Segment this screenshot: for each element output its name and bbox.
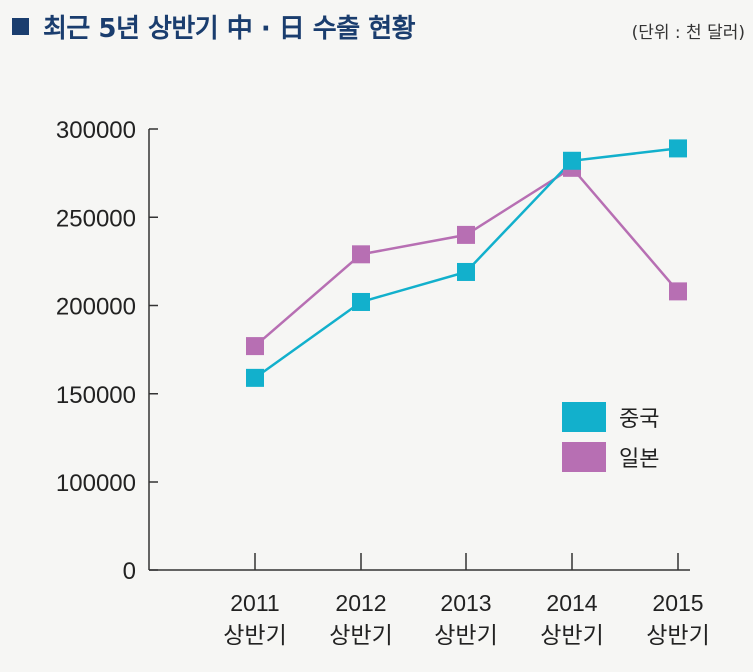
x-tick-label-half: 상반기 bbox=[434, 622, 497, 648]
y-tick-label: 200000 bbox=[56, 294, 136, 321]
data-point-china bbox=[246, 368, 264, 387]
legend-label: 중국 bbox=[619, 407, 659, 432]
x-tick-label-year: 2013 bbox=[440, 590, 491, 616]
data-point-china bbox=[669, 139, 687, 158]
chart-title: 최근 5년 상반기 中 · 日 수출 현황 bbox=[43, 14, 416, 44]
x-tick-label-year: 2011 bbox=[230, 590, 279, 616]
x-tick-label-half: 상반기 bbox=[540, 622, 603, 648]
y-tick-label: 0 bbox=[123, 558, 136, 585]
data-point-japan bbox=[246, 337, 264, 356]
series-line-japan bbox=[254, 166, 679, 348]
data-point-japan bbox=[457, 225, 475, 244]
data-point-china bbox=[563, 151, 581, 170]
y-tick-label: 300000 bbox=[56, 117, 136, 144]
legend-swatch bbox=[562, 442, 606, 472]
x-tick-label-year: 2015 bbox=[652, 590, 703, 616]
y-tick-label: 150000 bbox=[56, 382, 136, 409]
y-tick-label: 100000 bbox=[56, 470, 136, 497]
legend-label: 일본 bbox=[619, 447, 659, 472]
title-square-icon bbox=[12, 18, 29, 35]
data-point-japan bbox=[352, 245, 370, 264]
legend-swatch bbox=[562, 402, 606, 432]
x-tick-label-half: 상반기 bbox=[646, 622, 709, 648]
data-point-china bbox=[352, 292, 370, 311]
x-tick-label-year: 2014 bbox=[546, 590, 597, 616]
x-tick-label-year: 2012 bbox=[335, 590, 386, 616]
x-tick-label-half: 상반기 bbox=[223, 622, 286, 648]
data-point-china bbox=[457, 262, 475, 281]
data-point-japan bbox=[669, 282, 687, 301]
x-tick-label-half: 상반기 bbox=[329, 622, 392, 648]
title-block: 최근 5년 상반기 中 · 日 수출 현황 bbox=[12, 8, 416, 45]
y-tick-label: 250000 bbox=[56, 205, 136, 232]
unit-label: (단위 : 천 달러) bbox=[631, 23, 745, 43]
